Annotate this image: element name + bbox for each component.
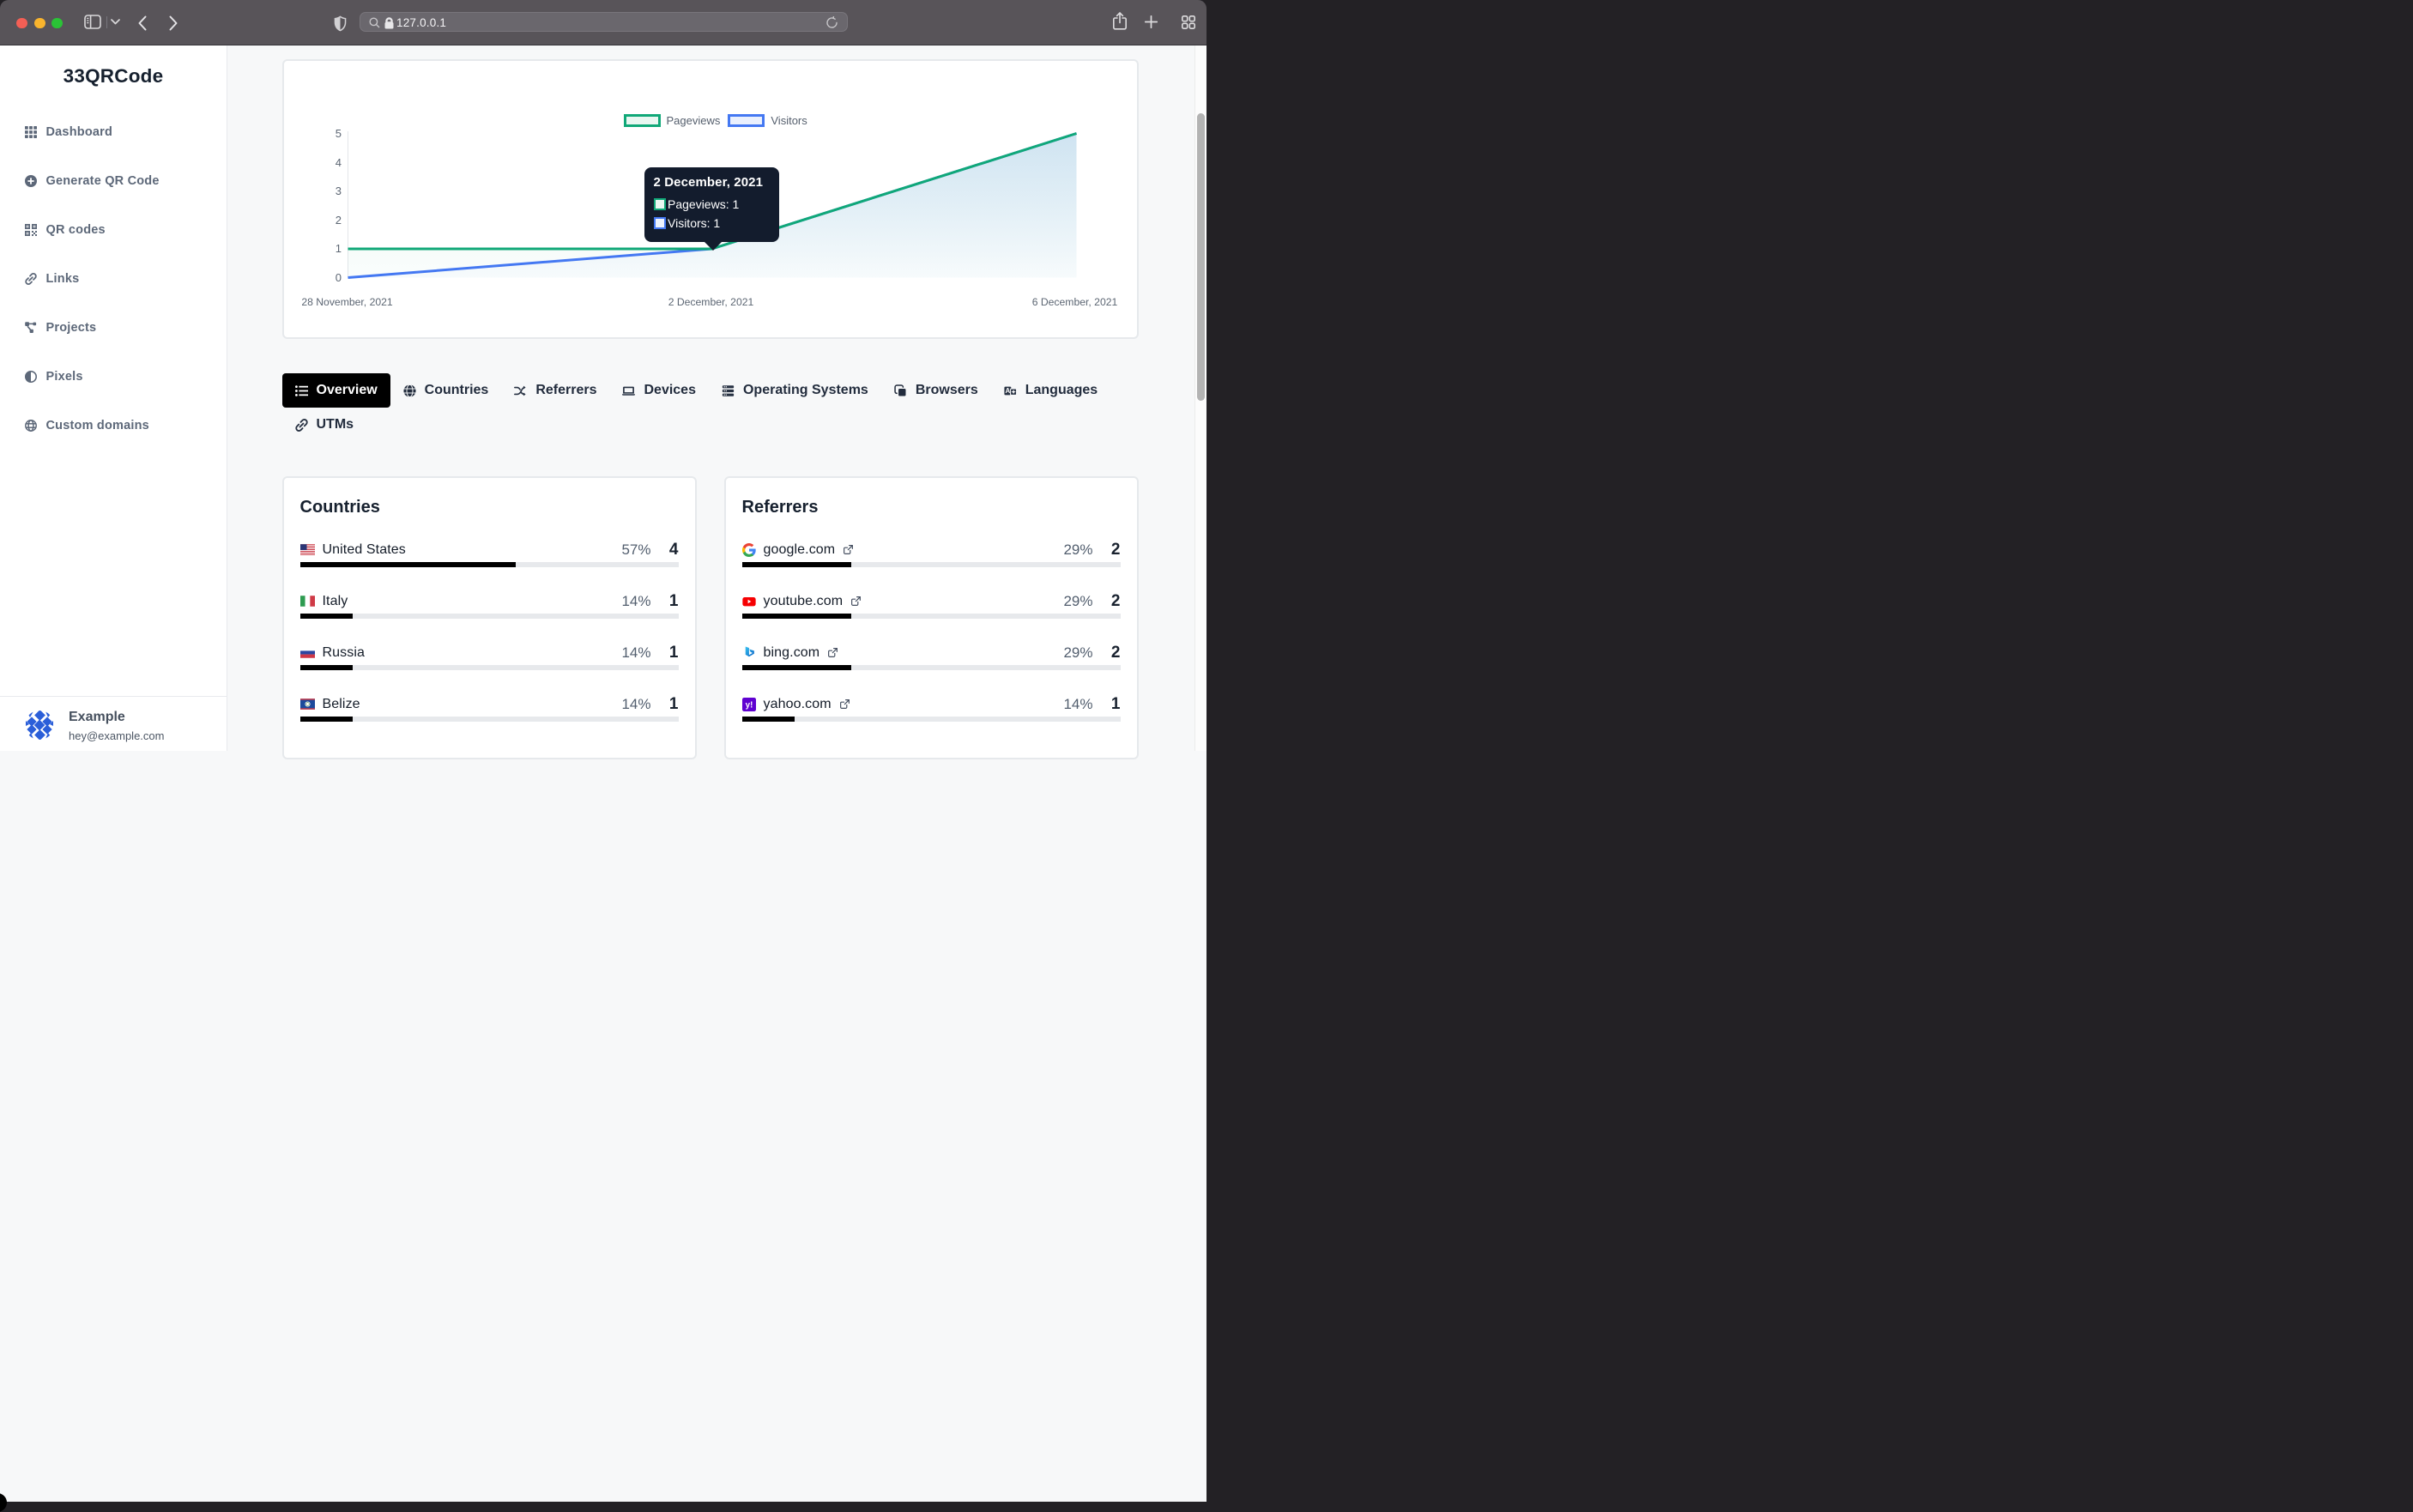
svg-text:✦: ✦	[1011, 388, 1016, 395]
svg-text:A: A	[1005, 387, 1010, 395]
svg-text:y!: y!	[745, 700, 753, 710]
